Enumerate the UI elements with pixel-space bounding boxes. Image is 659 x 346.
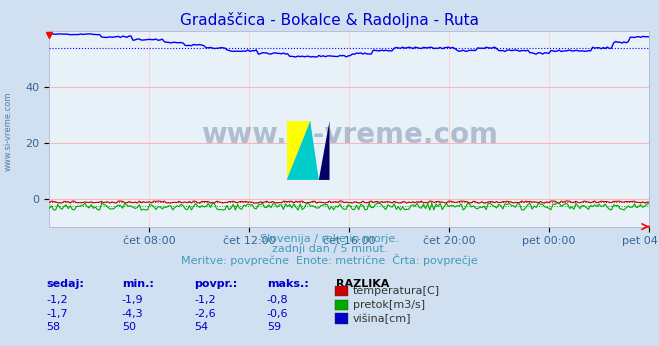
Text: temperatura[C]: temperatura[C] xyxy=(353,286,440,296)
Text: min.:: min.: xyxy=(122,279,154,289)
Text: Gradaščica - Bokalce & Radoljna - Ruta: Gradaščica - Bokalce & Radoljna - Ruta xyxy=(180,12,479,28)
Text: -4,3: -4,3 xyxy=(122,309,144,319)
Text: www.si-vreme.com: www.si-vreme.com xyxy=(201,121,498,149)
Text: RAZLIKA: RAZLIKA xyxy=(336,279,389,289)
Polygon shape xyxy=(287,121,310,180)
Text: www.si-vreme.com: www.si-vreme.com xyxy=(3,92,13,171)
Text: 50: 50 xyxy=(122,322,136,333)
Polygon shape xyxy=(306,121,330,180)
Text: 58: 58 xyxy=(46,322,60,333)
Text: Slovenija / reke in morje.: Slovenija / reke in morje. xyxy=(260,234,399,244)
Text: sedaj:: sedaj: xyxy=(46,279,84,289)
Text: Meritve: povprečne  Enote: metrične  Črta: povprečje: Meritve: povprečne Enote: metrične Črta:… xyxy=(181,254,478,266)
Text: povpr.:: povpr.: xyxy=(194,279,238,289)
Text: -1,9: -1,9 xyxy=(122,295,144,305)
Polygon shape xyxy=(287,121,319,180)
Text: -0,6: -0,6 xyxy=(267,309,289,319)
Text: pretok[m3/s]: pretok[m3/s] xyxy=(353,300,424,310)
Text: zadnji dan / 5 minut.: zadnji dan / 5 minut. xyxy=(272,244,387,254)
Text: 54: 54 xyxy=(194,322,208,333)
Text: -0,8: -0,8 xyxy=(267,295,289,305)
Text: -1,2: -1,2 xyxy=(46,295,68,305)
Text: -1,2: -1,2 xyxy=(194,295,216,305)
Text: 59: 59 xyxy=(267,322,281,333)
Text: višina[cm]: višina[cm] xyxy=(353,314,411,324)
Text: -2,6: -2,6 xyxy=(194,309,216,319)
Text: maks.:: maks.: xyxy=(267,279,308,289)
Text: -1,7: -1,7 xyxy=(46,309,68,319)
